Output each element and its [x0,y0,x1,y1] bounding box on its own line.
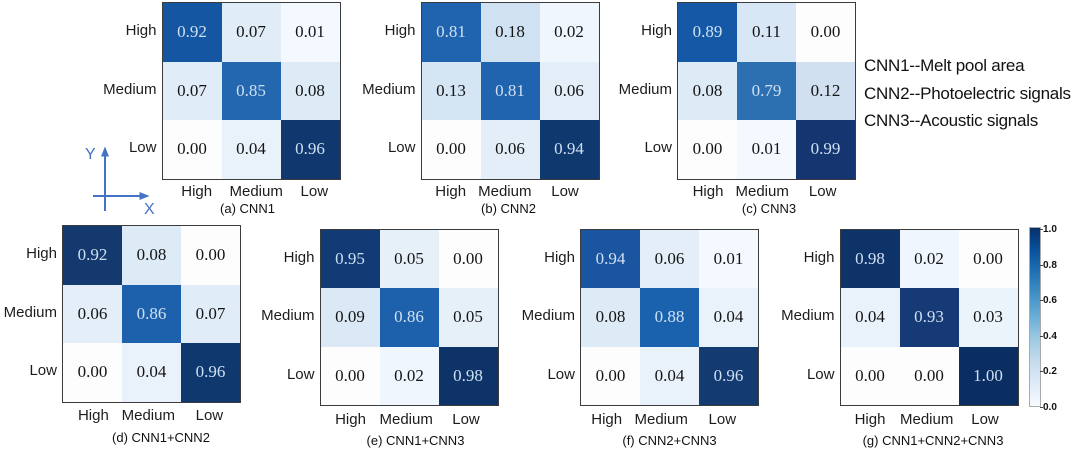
svg-text:X: X [144,201,155,218]
svg-text:Y: Y [85,146,96,163]
